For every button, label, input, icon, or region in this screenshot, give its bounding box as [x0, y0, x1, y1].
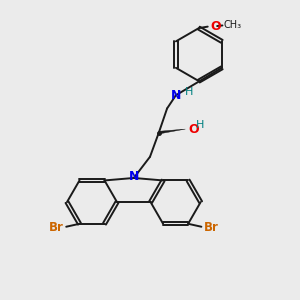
Text: CH₃: CH₃ [223, 20, 241, 30]
Text: H: H [196, 120, 204, 130]
Text: N: N [129, 170, 139, 183]
Text: Br: Br [203, 221, 218, 234]
Text: N: N [171, 89, 181, 102]
Polygon shape [159, 129, 185, 134]
Text: H: H [185, 87, 193, 97]
Text: Br: Br [49, 221, 64, 234]
Text: O: O [188, 123, 199, 136]
Text: O: O [210, 20, 221, 33]
